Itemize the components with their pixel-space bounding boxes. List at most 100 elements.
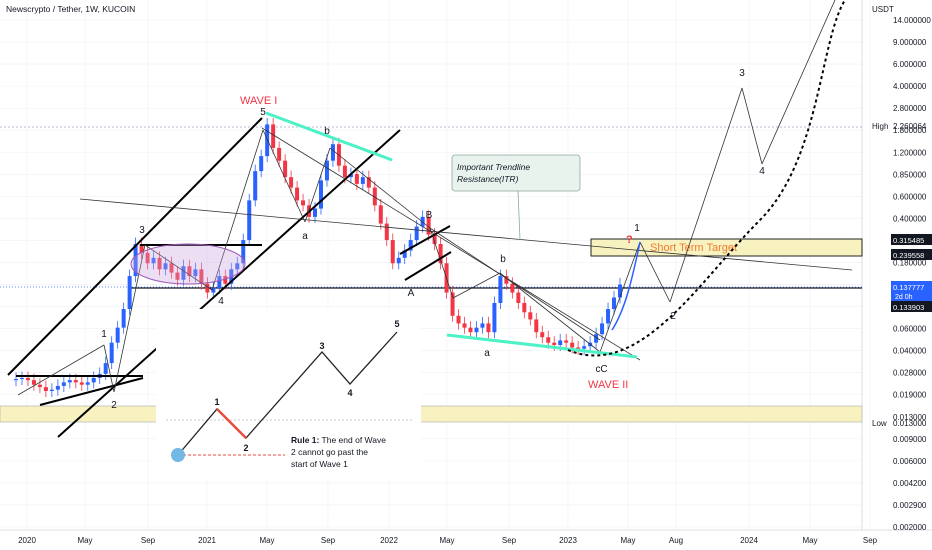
candle-body bbox=[163, 263, 168, 270]
candle-body bbox=[582, 346, 587, 349]
inset-wave-label: 3 bbox=[319, 341, 324, 351]
x-tick-label: 2022 bbox=[380, 536, 398, 545]
candle-body bbox=[109, 342, 114, 364]
candle-body bbox=[43, 387, 48, 392]
wave-label: a bbox=[484, 348, 490, 359]
wave-label: 3 bbox=[139, 225, 145, 236]
inset-labels: 1 2 3 4 5 bbox=[214, 319, 399, 453]
inset-wave-label: 4 bbox=[347, 388, 352, 398]
x-tick-label: 2021 bbox=[198, 536, 216, 545]
x-tick-label: 2020 bbox=[18, 536, 36, 545]
candle-body bbox=[187, 266, 192, 277]
candle-body bbox=[289, 177, 294, 188]
candle-body bbox=[223, 276, 228, 284]
y-tick-label: 0.006000 bbox=[893, 457, 927, 466]
candle-body bbox=[313, 208, 318, 217]
candle-body bbox=[348, 174, 353, 178]
wave-label: 5 bbox=[260, 107, 266, 118]
candle-body bbox=[504, 276, 509, 284]
candle-body bbox=[378, 205, 383, 224]
candle-body bbox=[432, 234, 437, 245]
candle-body bbox=[241, 240, 246, 264]
candle-body bbox=[330, 144, 335, 161]
projection-curve bbox=[567, 0, 846, 357]
wave1-title: WAVE I bbox=[240, 95, 277, 107]
candle-body bbox=[474, 327, 479, 333]
currency-label: USDT bbox=[872, 5, 894, 14]
candle-body bbox=[618, 284, 622, 298]
y-tick-label: 4.000000 bbox=[893, 82, 927, 91]
y-tick-label: 0.002000 bbox=[893, 523, 927, 532]
y-tick-label: 0.002900 bbox=[893, 501, 927, 510]
candle-body bbox=[342, 165, 347, 178]
candle-body bbox=[456, 315, 461, 324]
y-tick-label: 6.000000 bbox=[893, 60, 927, 69]
green-bottom-line bbox=[446, 333, 638, 359]
candle-body bbox=[283, 160, 288, 178]
x-tick-label: May bbox=[620, 536, 635, 545]
y-tick-label: 0.060000 bbox=[893, 325, 927, 334]
inset-background bbox=[156, 309, 421, 479]
candle-body bbox=[235, 263, 240, 270]
candle-body bbox=[558, 340, 563, 346]
y-tick-label: 14.000000 bbox=[893, 16, 931, 25]
candle-body bbox=[318, 180, 323, 209]
wave-label: 1 bbox=[101, 329, 107, 340]
price-tag-label: High bbox=[872, 122, 888, 131]
price-tag-box bbox=[891, 249, 932, 260]
candle-body bbox=[14, 379, 18, 381]
itr-pointer bbox=[517, 190, 521, 241]
candle-body bbox=[217, 276, 222, 288]
candle-body bbox=[480, 323, 485, 328]
grid bbox=[0, 0, 932, 531]
price-tag-label: Low bbox=[872, 419, 887, 428]
candle-body bbox=[396, 257, 401, 264]
y-tick-label: 0.028000 bbox=[893, 369, 927, 378]
projection-blue bbox=[611, 241, 641, 331]
candle-body bbox=[175, 272, 180, 280]
target-label: Short Term Target bbox=[650, 242, 737, 254]
candle-body bbox=[115, 327, 120, 343]
candle-body bbox=[324, 160, 329, 181]
candle-body bbox=[265, 124, 270, 157]
candle-body bbox=[528, 312, 533, 320]
candle-body bbox=[193, 269, 198, 277]
itr-box bbox=[451, 154, 581, 192]
itr-text-line2: Resistance(ITR) bbox=[457, 174, 519, 184]
x-tick-label: May bbox=[802, 536, 817, 545]
y-tick-label: 0.400000 bbox=[893, 214, 927, 223]
y-tick-label: 1.200000 bbox=[893, 148, 927, 157]
consolidation-ellipse bbox=[130, 243, 246, 285]
inset-rule-line1: Rule 1: The end of Wave bbox=[291, 435, 386, 445]
inset-rule-line2: 2 cannot go past the bbox=[291, 447, 368, 457]
candle-body bbox=[169, 263, 174, 273]
candle-body bbox=[516, 292, 521, 303]
candle-body bbox=[366, 177, 371, 188]
candle-body bbox=[408, 240, 413, 251]
wave-label: b bbox=[324, 126, 330, 137]
x-tick-label: 2024 bbox=[740, 536, 758, 545]
price-tag-value: 0.239558 bbox=[893, 251, 924, 260]
x-tick-label: May bbox=[439, 536, 454, 545]
y-tick-label: 0.180000 bbox=[893, 258, 927, 267]
x-tick-label: May bbox=[259, 536, 274, 545]
wave-label: C bbox=[600, 364, 607, 375]
candle-body bbox=[576, 347, 581, 349]
candle-body bbox=[402, 250, 407, 258]
x-tick-label: Sep bbox=[502, 536, 517, 545]
candle-body bbox=[37, 384, 42, 388]
candle-body bbox=[199, 269, 204, 284]
wave-label: b bbox=[500, 254, 506, 265]
candle-body bbox=[570, 342, 575, 348]
candle-body bbox=[205, 283, 210, 293]
candle-body bbox=[277, 147, 282, 161]
candle-body bbox=[546, 337, 551, 343]
price-tag-value: 0.315485 bbox=[893, 236, 924, 245]
candle-body bbox=[253, 171, 258, 201]
wave-label: 1 bbox=[634, 223, 640, 234]
candle-body bbox=[486, 323, 491, 333]
candle-body bbox=[414, 226, 419, 241]
price-tag-value: 0.013000 bbox=[893, 419, 927, 428]
price-tag-box bbox=[891, 281, 932, 301]
